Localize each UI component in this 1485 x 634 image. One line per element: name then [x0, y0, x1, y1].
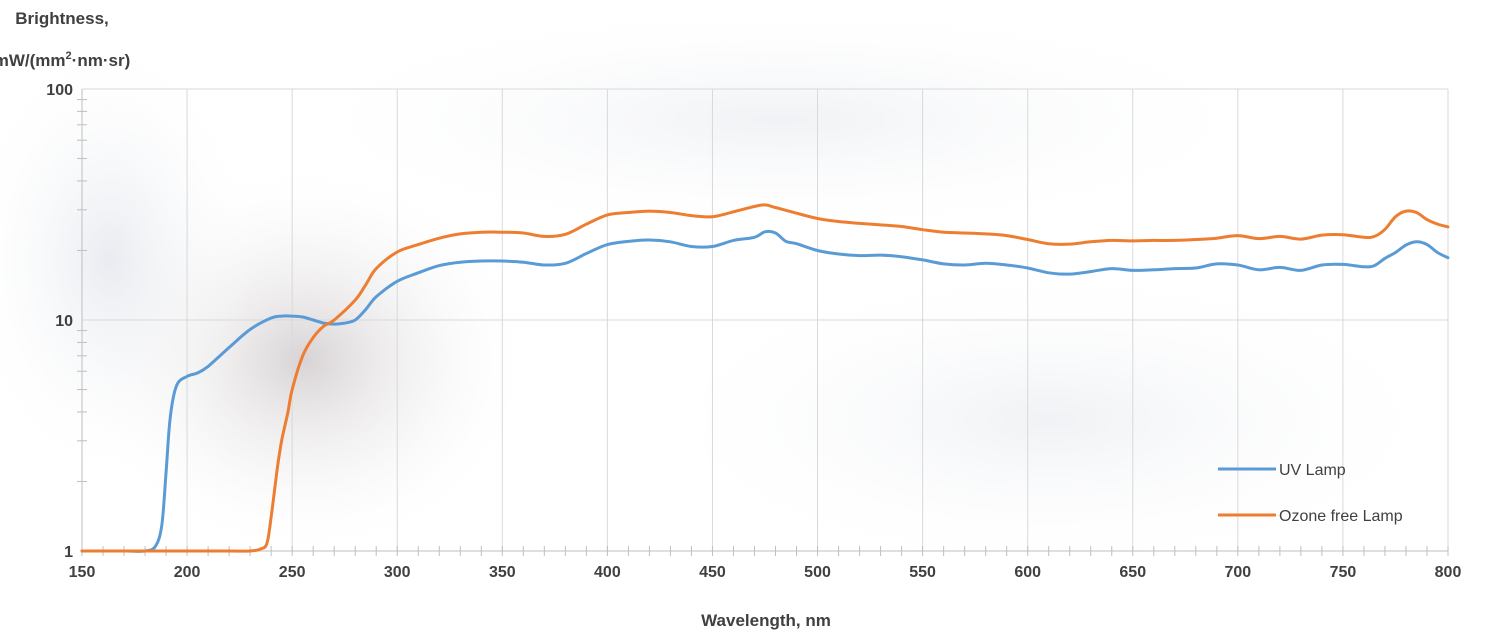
legend-label-ozone-free-lamp: Ozone free Lamp — [1279, 508, 1403, 525]
y-tick-label: 10 — [55, 313, 73, 330]
series-line-ozone-free-lamp — [80, 203, 1450, 553]
y-axis-title-line2: mW/(mm2·nm·sr) — [0, 50, 130, 70]
series-layer — [80, 203, 1450, 553]
x-tick-label: 150 — [69, 564, 96, 581]
x-tick-label: 800 — [1435, 564, 1462, 581]
x-tick-label: 750 — [1330, 564, 1357, 581]
x-tick-label: 700 — [1224, 564, 1251, 581]
series-line-uv-lamp — [80, 229, 1450, 553]
legend: UV Lamp Ozone free Lamp — [1218, 462, 1403, 525]
x-tick-label: 600 — [1014, 564, 1041, 581]
x-tick-label: 550 — [909, 564, 936, 581]
x-tick-label: 500 — [804, 564, 831, 581]
x-tick-label: 400 — [594, 564, 621, 581]
y-tick-label: 1 — [64, 544, 73, 561]
x-axis-title: Wavelength, nm — [701, 611, 831, 630]
legend-label-uv-lamp: UV Lamp — [1279, 462, 1346, 479]
background-haze — [0, 0, 1470, 580]
x-tick-label: 250 — [279, 564, 306, 581]
y-axis-title-line1: Brightness, — [15, 9, 109, 28]
x-tick-label: 450 — [699, 564, 726, 581]
x-tick-label: 300 — [384, 564, 411, 581]
y-tick-label: 100 — [46, 82, 73, 99]
x-tick-label: 350 — [489, 564, 516, 581]
x-tick-label: 200 — [174, 564, 201, 581]
x-tick-label: 650 — [1119, 564, 1146, 581]
